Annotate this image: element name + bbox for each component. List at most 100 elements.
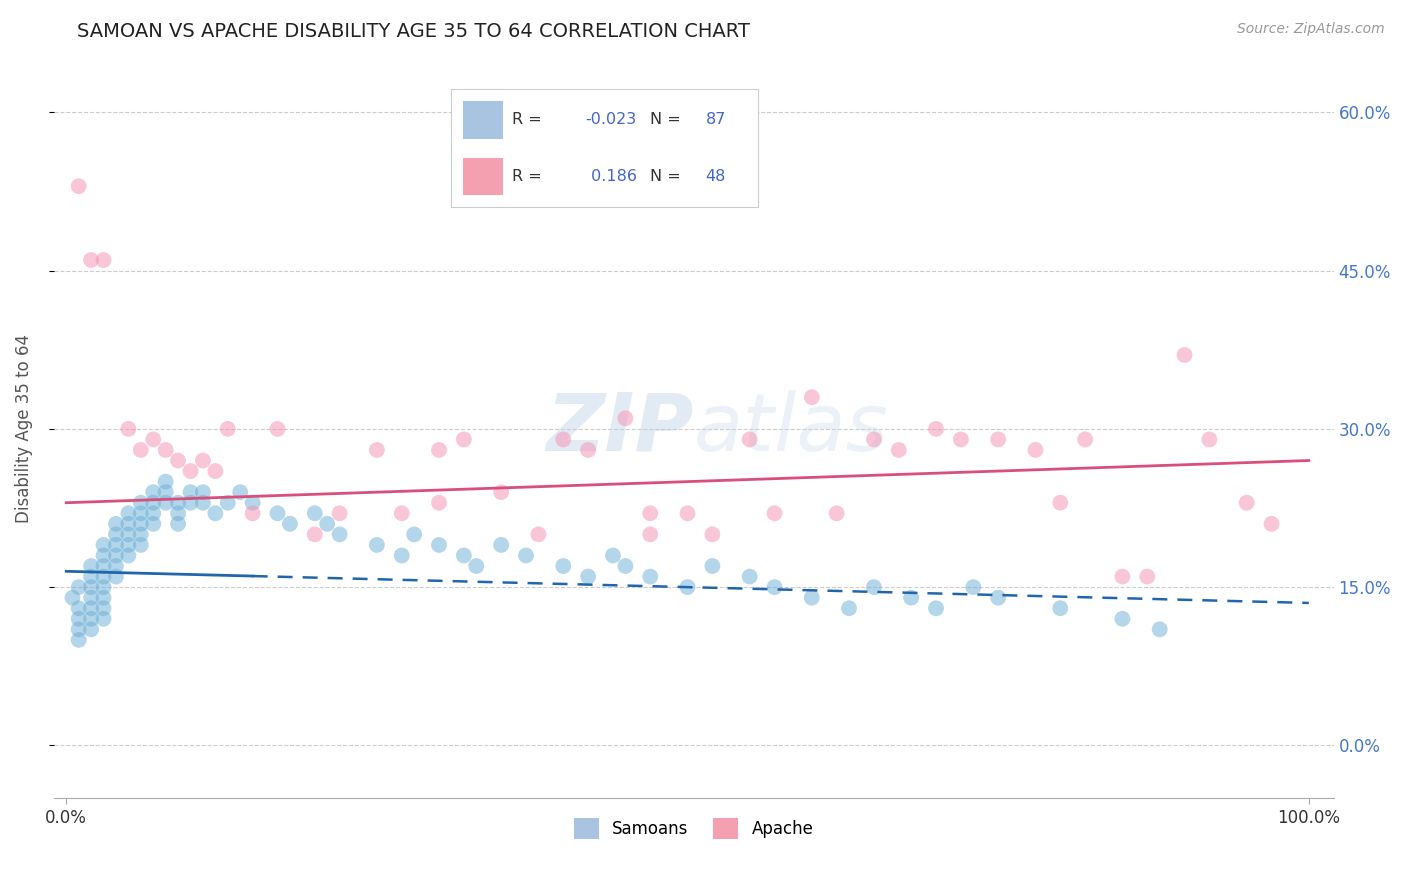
Point [104,516,127,531]
Point [93,612,115,626]
Point [527,527,550,541]
Point [602,549,624,563]
Point [614,411,637,425]
Point [167,516,190,531]
Point [93,559,115,574]
Point [104,538,127,552]
Point [925,422,948,436]
Point [117,516,139,531]
Point [962,580,984,594]
Point [266,506,288,520]
Point [404,527,426,541]
Point [129,506,152,520]
Point [863,580,886,594]
Point [614,559,637,574]
Point [104,559,127,574]
Legend: Samoans, Apache: Samoans, Apache [567,812,820,846]
Point [67,580,90,594]
Point [1260,516,1282,531]
Point [304,506,326,520]
Point [142,516,165,531]
Point [67,601,90,615]
Point [104,549,127,563]
Point [465,559,488,574]
Point [217,496,239,510]
Text: SAMOAN VS APACHE DISABILITY AGE 35 TO 64 CORRELATION CHART: SAMOAN VS APACHE DISABILITY AGE 35 TO 64… [77,22,751,41]
Y-axis label: Disability Age 35 to 64: Disability Age 35 to 64 [15,334,32,524]
Point [1111,569,1133,583]
Point [1173,348,1195,362]
Point [142,485,165,500]
Point [167,453,190,467]
Point [391,549,413,563]
Point [553,559,575,574]
Point [427,442,450,457]
Point [142,496,165,510]
Point [304,527,326,541]
Point [93,591,115,605]
Point [1074,433,1097,447]
Text: ZIP: ZIP [547,390,693,468]
Point [129,527,152,541]
Point [800,390,823,404]
Point [638,506,661,520]
Point [576,442,599,457]
Text: Source: ZipAtlas.com: Source: ZipAtlas.com [1237,22,1385,37]
Point [80,601,103,615]
Point [1149,623,1171,637]
Point [104,527,127,541]
Point [800,591,823,605]
Point [117,549,139,563]
Point [179,464,201,478]
Point [242,506,264,520]
Point [638,569,661,583]
Point [366,442,388,457]
Point [702,559,724,574]
Point [553,433,575,447]
Point [1198,433,1220,447]
Point [117,527,139,541]
Point [80,253,103,268]
Point [80,559,103,574]
Point [142,433,165,447]
Point [453,433,475,447]
Point [763,580,786,594]
Point [825,506,848,520]
Point [266,422,288,436]
Point [427,496,450,510]
Point [925,601,948,615]
Point [117,422,139,436]
Point [1049,601,1071,615]
Point [117,506,139,520]
Point [676,506,699,520]
Point [316,516,339,531]
Point [93,253,115,268]
Point [80,623,103,637]
Point [987,591,1010,605]
Point [191,485,214,500]
Point [117,538,139,552]
Point [391,506,413,520]
Point [67,623,90,637]
Point [1024,442,1046,457]
Point [204,506,226,520]
Point [93,538,115,552]
Point [1049,496,1071,510]
Point [329,527,352,541]
Point [987,433,1010,447]
Point [179,485,201,500]
Point [93,601,115,615]
Point [489,538,512,552]
Point [129,538,152,552]
Point [155,475,177,489]
Point [179,496,201,510]
Point [229,485,252,500]
Point [702,527,724,541]
Point [67,632,90,647]
Point [838,601,860,615]
Point [738,569,761,583]
Point [863,433,886,447]
Point [1136,569,1159,583]
Point [191,496,214,510]
Point [638,527,661,541]
